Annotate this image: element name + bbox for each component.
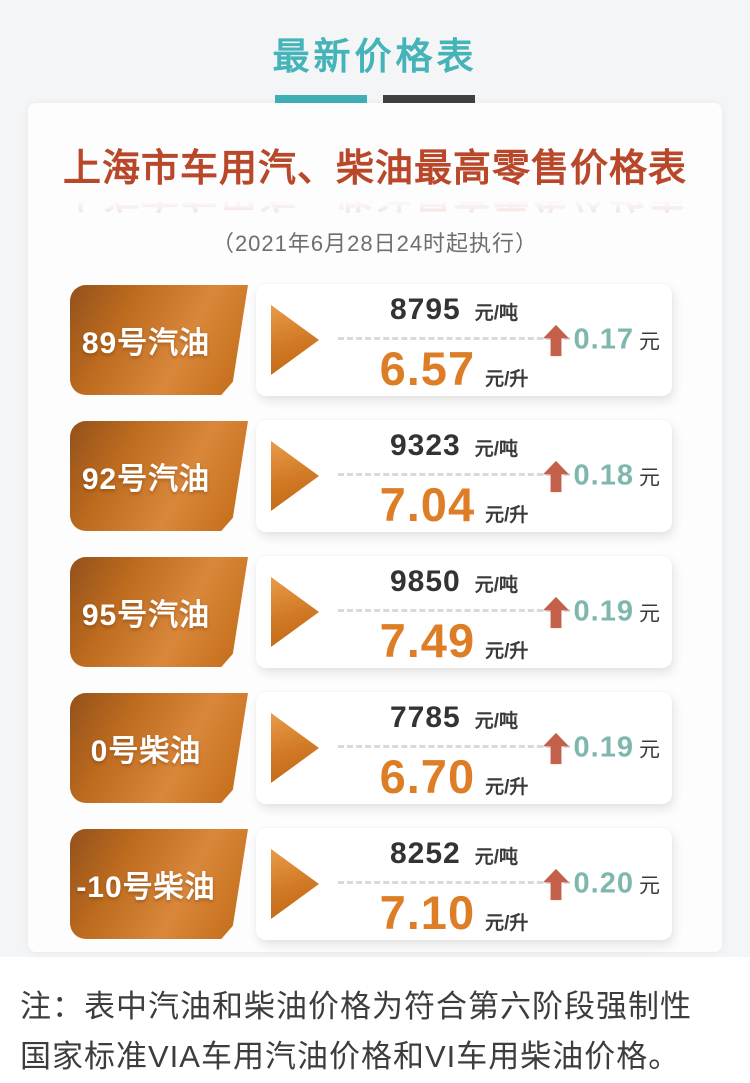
triangle-pointer-icon <box>271 713 319 783</box>
table-subtitle: （2021年6月28日24时起执行） <box>211 231 539 256</box>
price-change: 0.17 元 <box>542 323 660 357</box>
triangle-pointer-icon <box>271 577 319 647</box>
price-per-ton-line: 7785 元/吨 <box>338 700 570 741</box>
fuel-label: 95号汽油 <box>70 557 248 667</box>
price-per-ton: 9850 <box>389 565 461 598</box>
price-row: -10号柴油 8252 元/吨 7.10 元/升 0.20 元 <box>70 828 672 940</box>
price-per-liter-line: 7.49 元/升 <box>338 612 570 682</box>
price-per-ton-line: 8252 元/吨 <box>338 836 570 877</box>
row-panel: 9323 元/吨 7.04 元/升 0.18 元 <box>256 420 672 532</box>
price-per-ton: 8252 <box>389 837 461 870</box>
price-per-ton-line: 9850 元/吨 <box>338 564 570 605</box>
unit-per-liter: 元/升 <box>485 913 529 934</box>
unit-per-liter: 元/升 <box>485 777 529 798</box>
price-change: 0.19 元 <box>542 595 660 629</box>
price-block: 8252 元/吨 7.10 元/升 <box>338 836 570 954</box>
price-block: 9850 元/吨 7.49 元/升 <box>338 564 570 682</box>
price-per-liter: 6.57 <box>379 342 476 395</box>
unit-per-ton: 元/吨 <box>474 711 519 732</box>
row-panel: 8252 元/吨 7.10 元/升 0.20 元 <box>256 828 672 940</box>
change-unit: 元 <box>639 602 660 625</box>
article-heading: 最新价格表 <box>272 36 478 77</box>
change-value: 0.17 <box>573 323 634 356</box>
up-arrow-icon <box>542 460 569 492</box>
footnote-line-1: 注：表中汽油和柴油价格为符合第六阶段强制性 <box>20 989 692 1024</box>
unit-per-ton: 元/吨 <box>474 303 519 324</box>
dashed-divider <box>338 473 570 476</box>
unit-per-liter: 元/升 <box>485 505 529 526</box>
change-value: 0.19 <box>573 731 634 764</box>
price-change: 0.18 元 <box>542 459 660 493</box>
change-value: 0.20 <box>573 867 634 900</box>
row-panel: 7785 元/吨 6.70 元/升 0.19 元 <box>256 692 672 804</box>
price-row: 92号汽油 9323 元/吨 7.04 元/升 0.18 元 <box>70 420 672 532</box>
dashed-divider <box>338 881 570 884</box>
price-row: 0号柴油 7785 元/吨 6.70 元/升 0.19 元 <box>70 692 672 804</box>
price-block: 7785 元/吨 6.70 元/升 <box>338 700 570 818</box>
price-per-liter-line: 6.70 元/升 <box>338 748 570 818</box>
unit-per-ton: 元/吨 <box>474 847 519 868</box>
price-per-liter: 6.70 <box>379 750 476 803</box>
dashed-divider <box>338 609 570 612</box>
price-block: 9323 元/吨 7.04 元/升 <box>338 428 570 546</box>
price-per-liter-line: 6.57 元/升 <box>338 340 570 410</box>
price-rows: 89号汽油 8795 元/吨 6.57 元/升 0.17 元 92号汽油 <box>28 284 722 940</box>
price-block: 8795 元/吨 6.57 元/升 <box>338 292 570 410</box>
up-arrow-icon <box>542 868 569 900</box>
change-unit: 元 <box>639 738 660 761</box>
price-per-liter: 7.49 <box>379 614 476 667</box>
price-change: 0.19 元 <box>542 731 660 765</box>
unit-per-liter: 元/升 <box>485 641 529 662</box>
fuel-label: 0号柴油 <box>70 693 248 803</box>
unit-per-liter: 元/升 <box>485 369 529 390</box>
price-per-ton: 8795 <box>389 293 461 326</box>
price-row: 95号汽油 9850 元/吨 7.49 元/升 0.19 元 <box>70 556 672 668</box>
fuel-label: 89号汽油 <box>70 285 248 395</box>
row-panel: 9850 元/吨 7.49 元/升 0.19 元 <box>256 556 672 668</box>
price-per-ton: 7785 <box>389 701 461 734</box>
up-arrow-icon <box>542 732 569 764</box>
change-unit: 元 <box>639 330 660 353</box>
table-title-reflection: 上海市车用汽、柴油最高零售价格表 <box>28 194 722 224</box>
up-arrow-icon <box>542 596 569 628</box>
triangle-pointer-icon <box>271 849 319 919</box>
change-value: 0.18 <box>573 459 634 492</box>
article-heading-block: 最新价格表 <box>0 0 750 107</box>
price-per-liter-line: 7.04 元/升 <box>338 476 570 546</box>
unit-per-ton: 元/吨 <box>474 575 519 596</box>
dashed-divider <box>338 337 570 340</box>
unit-per-ton: 元/吨 <box>474 439 519 460</box>
change-value: 0.19 <box>573 595 634 628</box>
price-per-liter: 7.10 <box>379 886 476 939</box>
price-per-ton-line: 8795 元/吨 <box>338 292 570 333</box>
price-row: 89号汽油 8795 元/吨 6.57 元/升 0.17 元 <box>70 284 672 396</box>
row-panel: 8795 元/吨 6.57 元/升 0.17 元 <box>256 284 672 396</box>
fuel-label: 92号汽油 <box>70 421 248 531</box>
price-per-ton-line: 9323 元/吨 <box>338 428 570 469</box>
table-title: 上海市车用汽、柴油最高零售价格表 <box>62 148 687 190</box>
price-per-liter: 7.04 <box>379 478 476 531</box>
triangle-pointer-icon <box>271 441 319 511</box>
up-arrow-icon <box>542 324 569 356</box>
price-per-ton: 9323 <box>389 429 461 462</box>
change-unit: 元 <box>639 466 660 489</box>
change-unit: 元 <box>639 874 660 897</box>
price-change: 0.20 元 <box>542 867 660 901</box>
fuel-label: -10号柴油 <box>70 829 248 939</box>
footnote-line-2: 国家标准VIA车用汽油价格和VI车用柴油价格。 <box>20 1039 681 1074</box>
price-card: 上海市车用汽、柴油最高零售价格表 上海市车用汽、柴油最高零售价格表 （2021年… <box>28 103 722 952</box>
dashed-divider <box>338 745 570 748</box>
triangle-pointer-icon <box>271 305 319 375</box>
footnote: 注：表中汽油和柴油价格为符合第六阶段强制性 国家标准VIA车用汽油价格和VI车用… <box>20 982 734 1082</box>
price-per-liter-line: 7.10 元/升 <box>338 884 570 954</box>
